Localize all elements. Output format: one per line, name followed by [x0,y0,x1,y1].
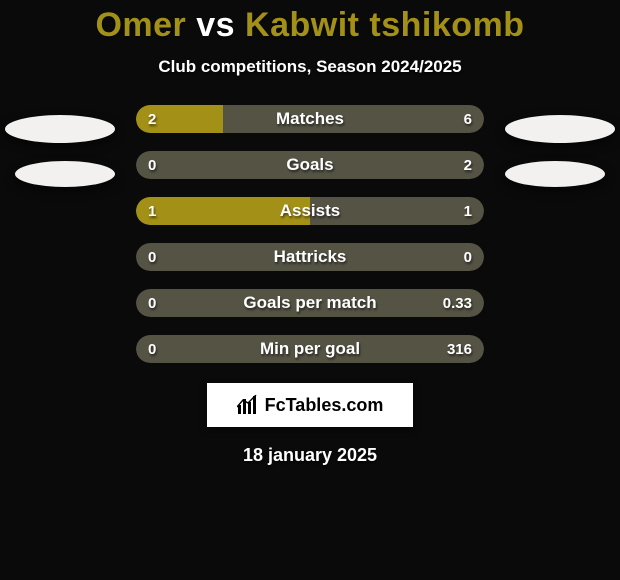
chart-area: 26Matches 02Goals 11Assists 00Hattricks 00.3… [0,105,620,363]
player1-avatar [5,115,115,143]
player1-name: Omer [95,6,186,44]
player1-club-avatar [15,161,115,187]
bars-chart-icon [237,395,259,415]
player2-avatar [505,115,615,143]
date-text: 18 january 2025 [243,445,377,466]
comparison-card: Omer vs Kabwit tshikomb Club competition… [0,0,620,580]
player2-name: Kabwit tshikomb [245,6,525,44]
stat-bar: 00Hattricks [136,243,484,271]
bar-label: Hattricks [136,243,484,271]
stat-bar: 00.33Goals per match [136,289,484,317]
bar-label: Goals [136,151,484,179]
stat-bar: 02Goals [136,151,484,179]
page-title: Omer vs Kabwit tshikomb [95,6,524,45]
bar-label: Min per goal [136,335,484,363]
bar-label: Assists [136,197,484,225]
player2-club-avatar [505,161,605,187]
bar-label: Matches [136,105,484,133]
vs-text: vs [196,6,235,44]
logo-box[interactable]: FcTables.com [207,383,413,427]
logo-text: FcTables.com [265,395,384,416]
stat-bar: 11Assists [136,197,484,225]
bar-label: Goals per match [136,289,484,317]
stat-bar: 0316Min per goal [136,335,484,363]
subtitle: Club competitions, Season 2024/2025 [158,57,461,77]
stat-bars: 26Matches 02Goals 11Assists 00Hattricks 00.3… [136,105,484,363]
stat-bar: 26Matches [136,105,484,133]
